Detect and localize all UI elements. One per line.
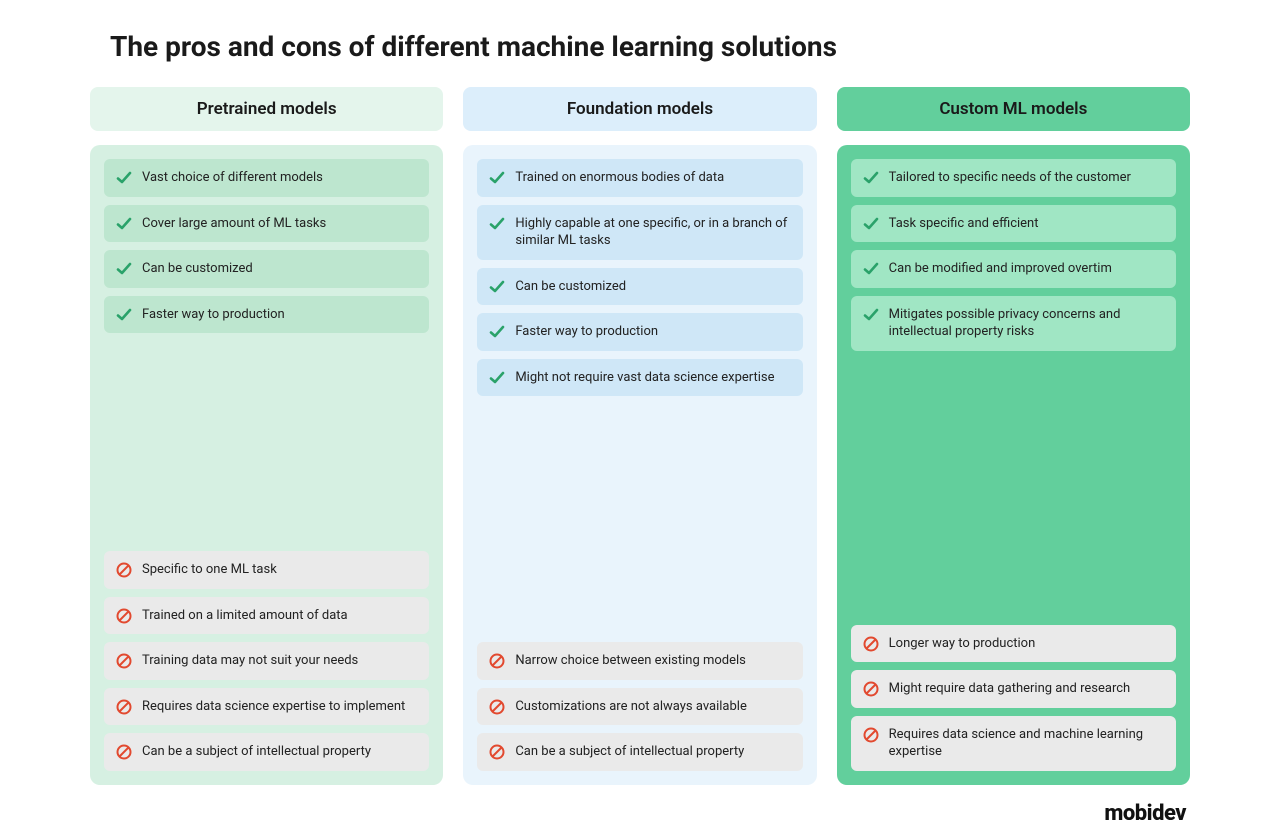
pro-text: Faster way to production (142, 306, 285, 324)
check-icon (863, 216, 879, 232)
con-text: Requires data science and machine learni… (889, 726, 1164, 761)
con-item: Might require data gathering and researc… (851, 670, 1176, 708)
no-icon (863, 681, 879, 697)
cons-list: Longer way to production Might require d… (851, 625, 1176, 771)
pro-item: Might not require vast data science expe… (477, 359, 802, 397)
check-icon (489, 370, 505, 386)
check-icon (863, 261, 879, 277)
con-text: Training data may not suit your needs (142, 652, 358, 670)
pro-text: Highly capable at one specific, or in a … (515, 215, 790, 250)
column-body: Vast choice of different models Cover la… (90, 145, 443, 785)
con-item: Requires data science expertise to imple… (104, 688, 429, 726)
pro-text: Trained on enormous bodies of data (515, 169, 724, 187)
con-item: Training data may not suit your needs (104, 642, 429, 680)
pro-item: Faster way to production (104, 296, 429, 334)
pro-item: Can be modified and improved overtim (851, 250, 1176, 288)
column-header: Custom ML models (837, 87, 1190, 131)
con-item: Longer way to production (851, 625, 1176, 663)
check-icon (116, 216, 132, 232)
no-icon (863, 727, 879, 743)
pro-text: Mitigates possible privacy concerns and … (889, 306, 1164, 341)
pros-list: Tailored to specific needs of the custom… (851, 159, 1176, 351)
column-body: Tailored to specific needs of the custom… (837, 145, 1190, 785)
con-text: Narrow choice between existing models (515, 652, 746, 670)
column-header: Foundation models (463, 87, 816, 131)
pro-text: Can be modified and improved overtim (889, 260, 1112, 278)
no-icon (863, 636, 879, 652)
pro-text: Faster way to production (515, 323, 658, 341)
pro-item: Cover large amount of ML tasks (104, 205, 429, 243)
pro-item: Faster way to production (477, 313, 802, 351)
comparison-columns: Pretrained models Vast choice of differe… (90, 87, 1190, 785)
check-icon (489, 170, 505, 186)
no-icon (489, 653, 505, 669)
con-text: Can be a subject of intellectual propert… (515, 743, 744, 761)
column-pretrained: Pretrained models Vast choice of differe… (90, 87, 443, 785)
con-text: Longer way to production (889, 635, 1036, 653)
con-text: Customizations are not always available (515, 698, 747, 716)
pro-item: Task specific and efficient (851, 205, 1176, 243)
check-icon (116, 170, 132, 186)
pro-item: Can be customized (104, 250, 429, 288)
con-item: Requires data science and machine learni… (851, 716, 1176, 771)
pro-text: Vast choice of different models (142, 169, 323, 187)
pro-text: Cover large amount of ML tasks (142, 215, 326, 233)
check-icon (863, 170, 879, 186)
check-icon (489, 216, 505, 232)
con-text: Trained on a limited amount of data (142, 607, 348, 625)
cons-list: Narrow choice between existing models Cu… (477, 642, 802, 771)
cons-list: Specific to one ML task Trained on a lim… (104, 551, 429, 771)
check-icon (863, 307, 879, 323)
pro-item: Tailored to specific needs of the custom… (851, 159, 1176, 197)
pro-text: Tailored to specific needs of the custom… (889, 169, 1131, 187)
pro-text: Can be customized (515, 278, 626, 296)
con-item: Can be a subject of intellectual propert… (104, 733, 429, 771)
pro-item: Vast choice of different models (104, 159, 429, 197)
con-item: Customizations are not always available (477, 688, 802, 726)
page-title: The pros and cons of different machine l… (110, 30, 1190, 63)
column-header: Pretrained models (90, 87, 443, 131)
con-text: Might require data gathering and researc… (889, 680, 1131, 698)
column-foundation: Foundation models Trained on enormous bo… (463, 87, 816, 785)
pros-list: Trained on enormous bodies of data Highl… (477, 159, 802, 396)
column-body: Trained on enormous bodies of data Highl… (463, 145, 816, 785)
no-icon (116, 744, 132, 760)
check-icon (489, 279, 505, 295)
pro-text: Can be customized (142, 260, 253, 278)
pros-list: Vast choice of different models Cover la… (104, 159, 429, 333)
check-icon (489, 324, 505, 340)
pro-item: Mitigates possible privacy concerns and … (851, 296, 1176, 351)
no-icon (116, 699, 132, 715)
no-icon (116, 653, 132, 669)
con-text: Requires data science expertise to imple… (142, 698, 405, 716)
con-text: Can be a subject of intellectual propert… (142, 743, 371, 761)
no-icon (489, 744, 505, 760)
pro-item: Highly capable at one specific, or in a … (477, 205, 802, 260)
no-icon (116, 562, 132, 578)
con-item: Narrow choice between existing models (477, 642, 802, 680)
con-item: Can be a subject of intellectual propert… (477, 733, 802, 771)
check-icon (116, 307, 132, 323)
brand-footer: mobidev (90, 801, 1190, 826)
no-icon (116, 608, 132, 624)
pro-item: Trained on enormous bodies of data (477, 159, 802, 197)
pro-text: Might not require vast data science expe… (515, 369, 774, 387)
check-icon (116, 261, 132, 277)
con-item: Trained on a limited amount of data (104, 597, 429, 635)
pro-text: Task specific and efficient (889, 215, 1039, 233)
pro-item: Can be customized (477, 268, 802, 306)
con-text: Specific to one ML task (142, 561, 277, 579)
con-item: Specific to one ML task (104, 551, 429, 589)
column-custom: Custom ML models Tailored to specific ne… (837, 87, 1190, 785)
no-icon (489, 699, 505, 715)
